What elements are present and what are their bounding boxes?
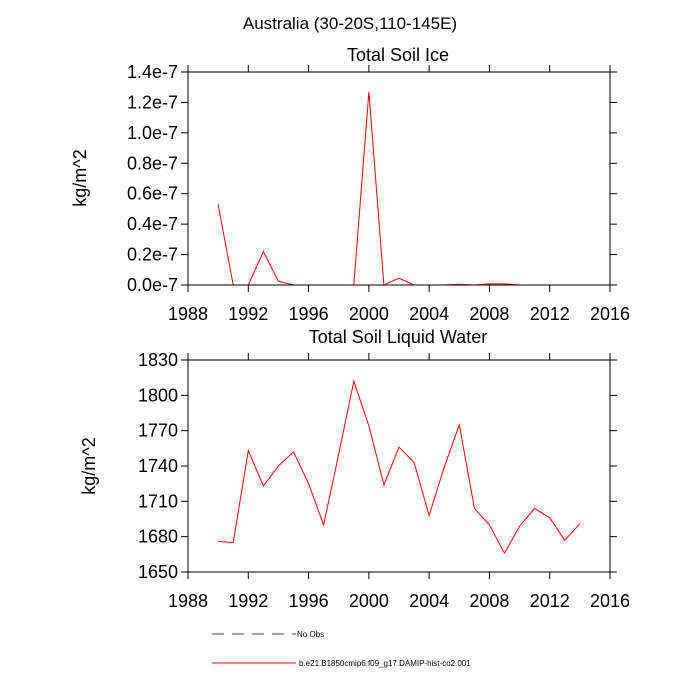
soil-ice-plot-frame — [187, 71, 611, 286]
soil-ice-x-tick-label: 2004 — [409, 304, 449, 324]
soil-ice-ticks — [181, 65, 617, 292]
soil-ice-y-tick-label: 0.8e-7 — [127, 153, 178, 173]
soil-ice-title: Total Soil Ice — [347, 45, 449, 65]
soil-liquid-water-y-tick-label: 1710 — [138, 491, 178, 511]
soil-ice-x-tick-label: 1992 — [228, 304, 268, 324]
soil-ice-tick-labels: 1988 1992 1996 2000 2004 2008 2012 2016 0.0e-7 0.… — [127, 62, 630, 324]
soil-liquid-water-x-tick-label: 1996 — [289, 591, 329, 611]
soil-ice-x-tick-label: 2016 — [590, 304, 630, 324]
soil-liquid-water-x-tick-label: 2000 — [349, 591, 389, 611]
soil-ice-x-tick-label: 1988 — [168, 304, 208, 324]
soil-liquid-water-y-tick-label: 1800 — [138, 385, 178, 405]
soil-ice-series-line — [217, 91, 580, 286]
soil-liquid-water-y-tick-label: 1680 — [138, 527, 178, 547]
soil-liquid-water-y-tick-label: 1770 — [138, 421, 178, 441]
soil-liquid-water-y-tick-label: 1650 — [138, 562, 178, 582]
soil-liquid-water-plot-frame — [187, 359, 611, 573]
soil-liquid-water-tick-labels: 1988 1992 1996 2000 2004 2008 2012 2016 1650 1680… — [138, 350, 630, 611]
soil-ice-x-tick-label: 2008 — [469, 304, 509, 324]
legend: No Obs b.e21.B1850cmip6.f09_g17.DAMIP-hi… — [212, 630, 471, 668]
soil-liquid-water-y-tick-label: 1740 — [138, 456, 178, 476]
soil-liquid-water-x-tick-label: 2004 — [409, 591, 449, 611]
soil-ice-y-tick-label: 0.0e-7 — [127, 275, 178, 295]
soil-liquid-water-series-line — [218, 379, 581, 555]
legend-series-label: b.e21.B1850cmip6.f09_g17.DAMIP-hist-co2.… — [299, 659, 471, 668]
soil-liquid-water-y-label: kg/m^2 — [79, 437, 99, 494]
soil-ice-x-tick-label: 1996 — [289, 304, 329, 324]
soil-ice-y-tick-label: 0.6e-7 — [127, 184, 178, 204]
soil-ice-y-tick-label: 1.0e-7 — [127, 123, 178, 143]
figure-title: Australia (30-20S,110-145E) — [243, 14, 457, 33]
soil-liquid-water-x-tick-label: 2016 — [590, 591, 630, 611]
soil-ice-y-tick-label: 0.4e-7 — [127, 214, 178, 234]
soil-liquid-water-x-tick-label: 2008 — [469, 591, 509, 611]
soil-ice-y-tick-label: 1.2e-7 — [127, 92, 178, 112]
soil-liquid-water-title: Total Soil Liquid Water — [309, 327, 487, 347]
soil-liquid-water-ticks — [181, 353, 617, 579]
soil-ice-y-tick-label: 1.4e-7 — [127, 62, 178, 82]
legend-no-obs-label: No Obs — [297, 630, 324, 639]
soil-ice-y-label: kg/m^2 — [70, 149, 90, 206]
soil-liquid-water-y-tick-label: 1830 — [138, 350, 178, 370]
soil-liquid-water-panel: Total Soil Liquid Water kg/m^2 1988 1992 1… — [79, 327, 630, 611]
soil-liquid-water-x-tick-label: 1992 — [228, 591, 268, 611]
soil-liquid-water-x-tick-label: 1988 — [168, 591, 208, 611]
soil-ice-panel: Total Soil Ice kg/m^2 1988 1992 1996 2000 20… — [70, 45, 630, 324]
soil-liquid-water-x-tick-label: 2012 — [530, 591, 570, 611]
soil-ice-x-tick-label: 2012 — [530, 304, 570, 324]
soil-ice-x-tick-label: 2000 — [349, 304, 389, 324]
soil-ice-y-tick-label: 0.2e-7 — [127, 245, 178, 265]
